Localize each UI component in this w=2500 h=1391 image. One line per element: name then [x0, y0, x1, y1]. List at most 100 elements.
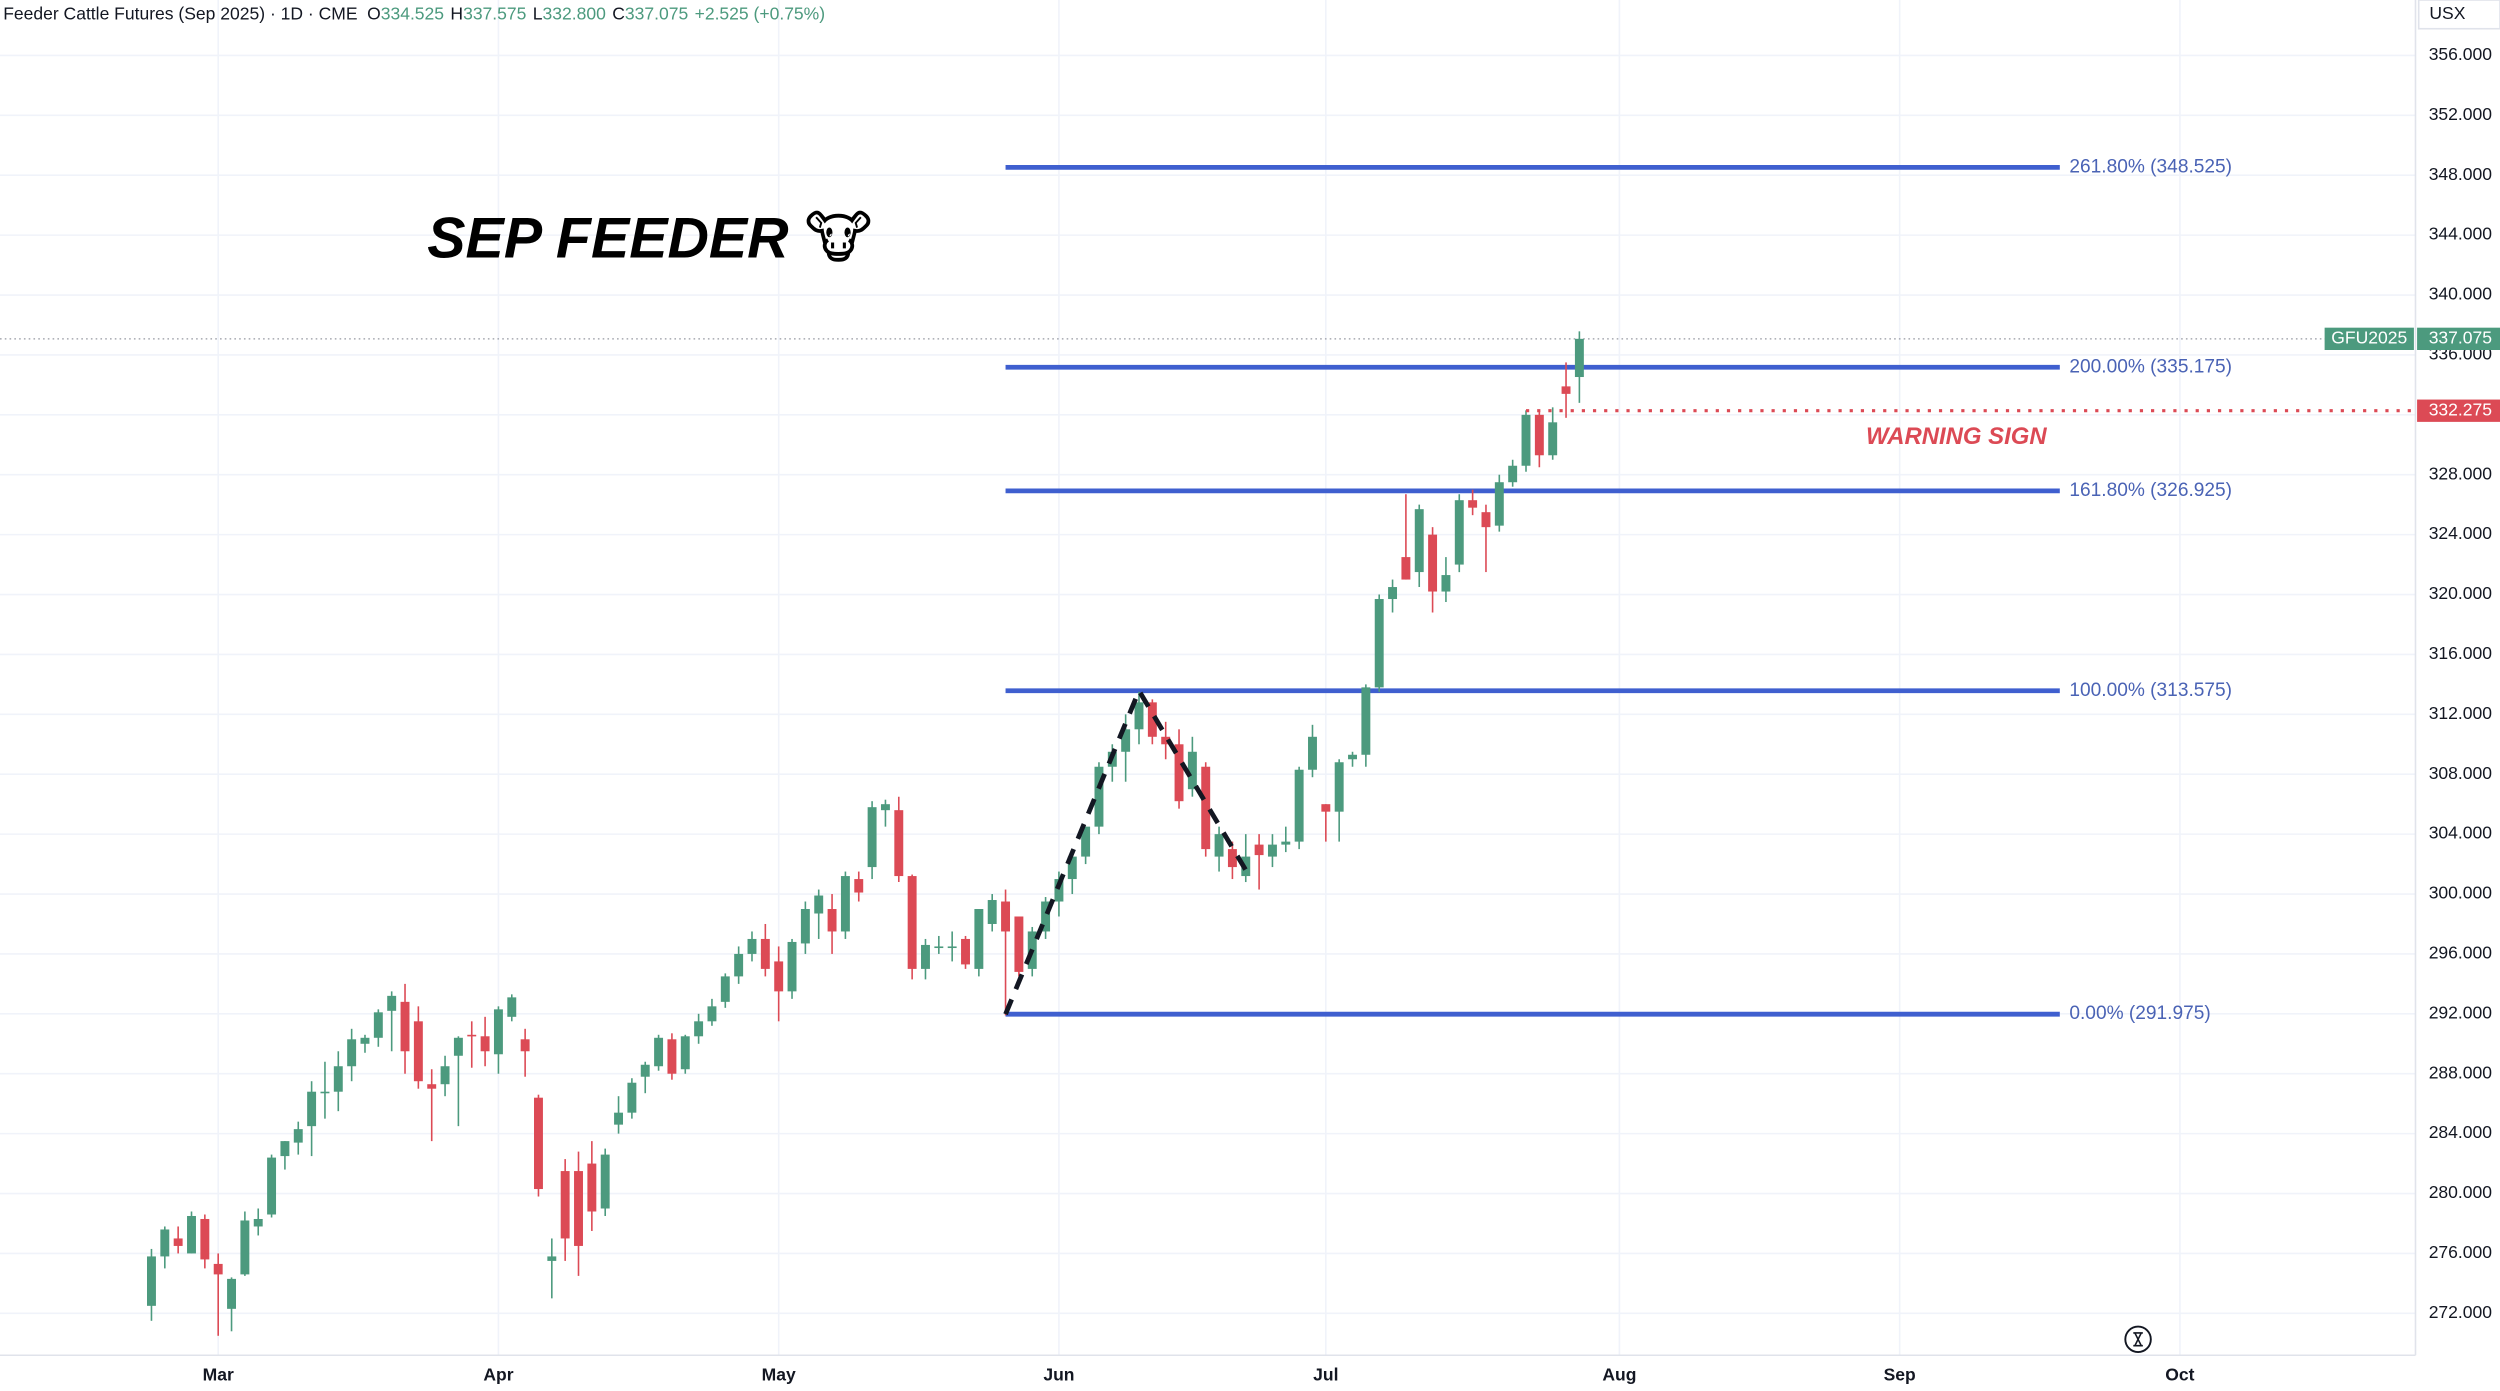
candle-body [1428, 534, 1438, 592]
candle-body [1281, 841, 1291, 845]
y-tick-label: 348.000 [2429, 164, 2493, 184]
ohlc-key: O [367, 3, 381, 23]
candle-body [240, 1220, 250, 1275]
candle-body [493, 1009, 503, 1055]
candle-body [1321, 804, 1331, 812]
y-tick-label: 344.000 [2429, 224, 2493, 244]
candle-body [1454, 500, 1464, 565]
candle-body [440, 1066, 450, 1085]
candle-body [1561, 386, 1571, 394]
candle-body [360, 1037, 370, 1044]
candle-body [534, 1097, 543, 1190]
candle-body [347, 1039, 357, 1067]
currency: USX [2429, 3, 2465, 23]
candle-body [1481, 512, 1491, 528]
ohlc-value: 332.800 [543, 3, 607, 23]
symbol: Feeder Cattle Futures (Sep 2025) · 1D · … [3, 3, 357, 23]
candle-body [400, 1001, 410, 1052]
candle-body [227, 1278, 237, 1309]
candle-body [1534, 414, 1544, 456]
warning-tag-label: 332.275 [2429, 399, 2492, 419]
y-tick-label: 328.000 [2429, 463, 2493, 483]
candle-body [614, 1112, 624, 1125]
ohlc-value: 337.075 [625, 3, 688, 23]
candle-body [1054, 879, 1064, 902]
candle-body [1081, 826, 1091, 857]
candle-body [453, 1037, 463, 1056]
y-tick-label: 324.000 [2429, 523, 2493, 543]
candle-body [507, 997, 517, 1017]
candle-body [694, 1021, 704, 1037]
candle-body [1388, 587, 1398, 600]
candle-body [760, 938, 770, 969]
y-tick-label: 292.000 [2429, 1002, 2493, 1022]
candle-body [1014, 916, 1024, 972]
candle-body [173, 1238, 183, 1246]
candle-body [974, 909, 984, 969]
candle-body [747, 938, 757, 954]
candle-body [1267, 844, 1277, 857]
candle-body [1308, 736, 1317, 770]
candle-body [187, 1215, 196, 1254]
candle-body [1187, 751, 1197, 790]
plot-area [0, 164, 2416, 1336]
candle-body [267, 1157, 277, 1215]
candle-body [1508, 465, 1518, 483]
y-tick-label: 320.000 [2429, 583, 2493, 603]
candle-body [213, 1263, 223, 1275]
x-tick-label: Mar [203, 1365, 234, 1385]
y-tick-label: 288.000 [2429, 1062, 2493, 1082]
x-tick-label: May [762, 1365, 796, 1385]
y-tick-label: 296.000 [2429, 943, 2493, 963]
candle-body [307, 1091, 317, 1127]
candle-body [854, 879, 864, 893]
candle-body [907, 876, 917, 969]
candle-body [1361, 687, 1371, 755]
warning-tag [2417, 399, 2500, 422]
candle-body [1147, 702, 1157, 737]
candle-body [840, 876, 850, 932]
candle-body [293, 1129, 303, 1143]
fib-label: 100.00% (313.575) [2069, 680, 2232, 701]
candle-body [427, 1084, 437, 1089]
candle-body [987, 900, 997, 924]
timer-icon[interactable] [2124, 1325, 2152, 1354]
candle-body [627, 1082, 637, 1113]
candle-body [814, 895, 824, 914]
candle-body [1041, 901, 1051, 932]
candle-body [520, 1039, 530, 1052]
candle-body [373, 1012, 383, 1038]
candle-body [587, 1163, 597, 1212]
wave-line [1003, 685, 1248, 1016]
candle-body [1414, 509, 1424, 573]
candle-body [600, 1154, 610, 1209]
header: Feeder Cattle Futures (Sep 2025) · 1D · … [3, 3, 825, 23]
candle-body [1254, 844, 1264, 856]
y-tick-label: 272.000 [2429, 1302, 2493, 1322]
candle-body [1174, 744, 1184, 802]
ohlc-key: H [450, 3, 463, 23]
y-tick-label: 276.000 [2429, 1242, 2493, 1262]
candle-body [1121, 729, 1131, 752]
change: +2.525 (+0.75%) [695, 3, 826, 23]
candle-body [1441, 575, 1451, 592]
candle-body [1134, 702, 1144, 730]
y-tick-label: 284.000 [2429, 1122, 2493, 1142]
candle-body [667, 1039, 677, 1074]
y-tick-label: 312.000 [2429, 703, 2493, 723]
candle-body [947, 946, 957, 949]
fib-label: 261.80% (348.525) [2069, 156, 2232, 177]
candle-body [961, 938, 970, 965]
candle-body [894, 810, 904, 877]
candle-body [707, 1006, 717, 1022]
candle-body [480, 1036, 490, 1052]
candle-body [253, 1218, 263, 1227]
y-tick-label: 356.000 [2429, 44, 2493, 64]
y-tick-label: 280.000 [2429, 1182, 2493, 1202]
x-tick-label: Apr [483, 1365, 513, 1385]
candle-body [867, 807, 877, 868]
candle-body [1214, 834, 1224, 857]
ohlc-key: C [612, 3, 625, 23]
